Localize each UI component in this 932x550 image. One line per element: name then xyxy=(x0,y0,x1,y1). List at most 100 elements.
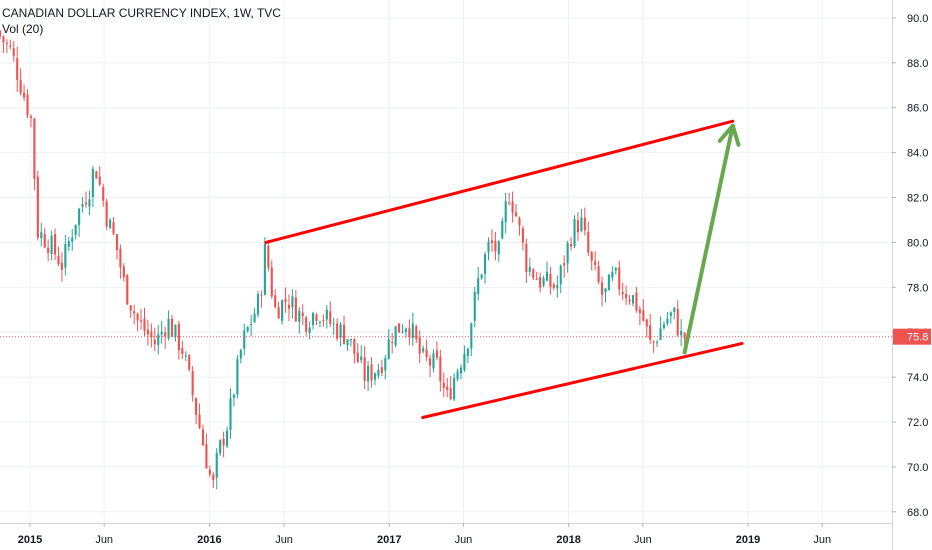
candle-up xyxy=(580,217,583,231)
candle-down xyxy=(12,48,15,56)
candle-down xyxy=(177,323,180,351)
candle-up xyxy=(607,275,610,291)
candle-down xyxy=(188,355,191,370)
candle-down xyxy=(57,255,60,265)
price-axis-label: 82.0 xyxy=(907,193,928,205)
candle-up xyxy=(542,278,545,286)
candle-down xyxy=(597,266,600,282)
candle-down xyxy=(514,212,518,217)
price-axis-label: 68.0 xyxy=(907,507,928,519)
candle-down xyxy=(95,171,98,179)
lower-trend-line[interactable] xyxy=(421,341,744,420)
candle-up xyxy=(422,348,425,352)
price-axis-label: 90.0 xyxy=(907,13,928,25)
candle-down xyxy=(16,58,19,80)
candle-up xyxy=(456,371,459,380)
candle-up xyxy=(401,331,404,333)
candle-down xyxy=(415,326,418,340)
candle-down xyxy=(539,276,542,288)
candle-down xyxy=(119,248,122,268)
candle-up xyxy=(662,324,666,329)
candle-down xyxy=(301,312,304,317)
price-axis-bg[interactable] xyxy=(893,0,932,550)
candle-down xyxy=(435,350,438,358)
candle-up xyxy=(298,310,301,323)
candle-up xyxy=(470,323,473,349)
candle-up xyxy=(246,326,249,332)
candle-down xyxy=(19,80,22,93)
candle-down xyxy=(36,176,39,238)
symbol-title[interactable]: CANADIAN DOLLAR CURRENCY INDEX, 1W, TVC xyxy=(2,6,281,20)
candle-down xyxy=(222,438,225,446)
candle-down xyxy=(446,386,449,390)
candle-down xyxy=(133,311,136,314)
candle-down xyxy=(583,217,586,231)
candle-down xyxy=(570,243,573,247)
candle-up xyxy=(604,288,607,293)
candle-up xyxy=(545,271,549,281)
candle-up xyxy=(556,285,559,289)
candle-down xyxy=(508,202,511,204)
candle-down xyxy=(43,233,46,248)
time-axis-label: Jun xyxy=(95,534,113,546)
candle-up xyxy=(459,367,463,374)
price-axis-label: 86.0 xyxy=(907,103,928,115)
candle-down xyxy=(181,348,184,355)
candle-down xyxy=(649,325,652,340)
candle-up xyxy=(78,208,81,225)
candle-down xyxy=(391,342,394,344)
candle-up xyxy=(669,312,672,317)
candle-down xyxy=(590,252,593,261)
candle-down xyxy=(305,317,308,332)
candle-up xyxy=(239,350,242,359)
projection-arrow-head[interactable] xyxy=(717,123,741,147)
time-axis-label: 2015 xyxy=(18,534,42,546)
candle-up xyxy=(559,265,562,285)
candle-down xyxy=(201,429,205,446)
candle-up xyxy=(666,318,669,324)
candle-down xyxy=(356,352,359,363)
candle-up xyxy=(40,232,43,239)
candle-up xyxy=(346,339,349,346)
candle-down xyxy=(270,267,273,297)
candle-down xyxy=(380,367,383,373)
candle-down xyxy=(628,299,631,302)
candle-down xyxy=(408,328,411,337)
candle-down xyxy=(490,240,494,243)
volume-indicator-label[interactable]: Vol (20) xyxy=(2,22,44,36)
candle-down xyxy=(198,414,201,428)
candle-up xyxy=(360,356,363,361)
candle-down xyxy=(635,292,638,311)
time-axis-label: Jun xyxy=(455,534,473,546)
candle-down xyxy=(29,116,33,118)
candle-down xyxy=(205,444,208,469)
candle-up xyxy=(528,267,531,272)
projection-arrow[interactable] xyxy=(682,123,735,355)
candle-down xyxy=(195,398,198,415)
price-axis-label: 70.0 xyxy=(907,462,928,474)
candle-down xyxy=(532,269,535,278)
candle-up xyxy=(501,220,504,239)
candle-up xyxy=(659,328,662,340)
candle-up xyxy=(384,358,387,371)
candle-down xyxy=(600,282,604,295)
candle-down xyxy=(521,228,524,243)
candle-up xyxy=(325,309,328,320)
candle-down xyxy=(170,318,174,337)
candle-up xyxy=(229,398,232,431)
candle-up xyxy=(215,452,218,478)
candle-down xyxy=(112,222,115,234)
price-axis-label: 80.0 xyxy=(907,237,928,249)
candle-down xyxy=(26,94,29,116)
price-axis-label: 72.0 xyxy=(907,417,928,429)
candle-down xyxy=(315,314,318,321)
upper-trend-line[interactable] xyxy=(264,119,735,244)
candle-down xyxy=(587,232,590,253)
candle-down xyxy=(329,311,332,324)
candle-down xyxy=(625,293,628,299)
last-price-tag[interactable] xyxy=(893,328,931,345)
candle-down xyxy=(153,339,156,345)
